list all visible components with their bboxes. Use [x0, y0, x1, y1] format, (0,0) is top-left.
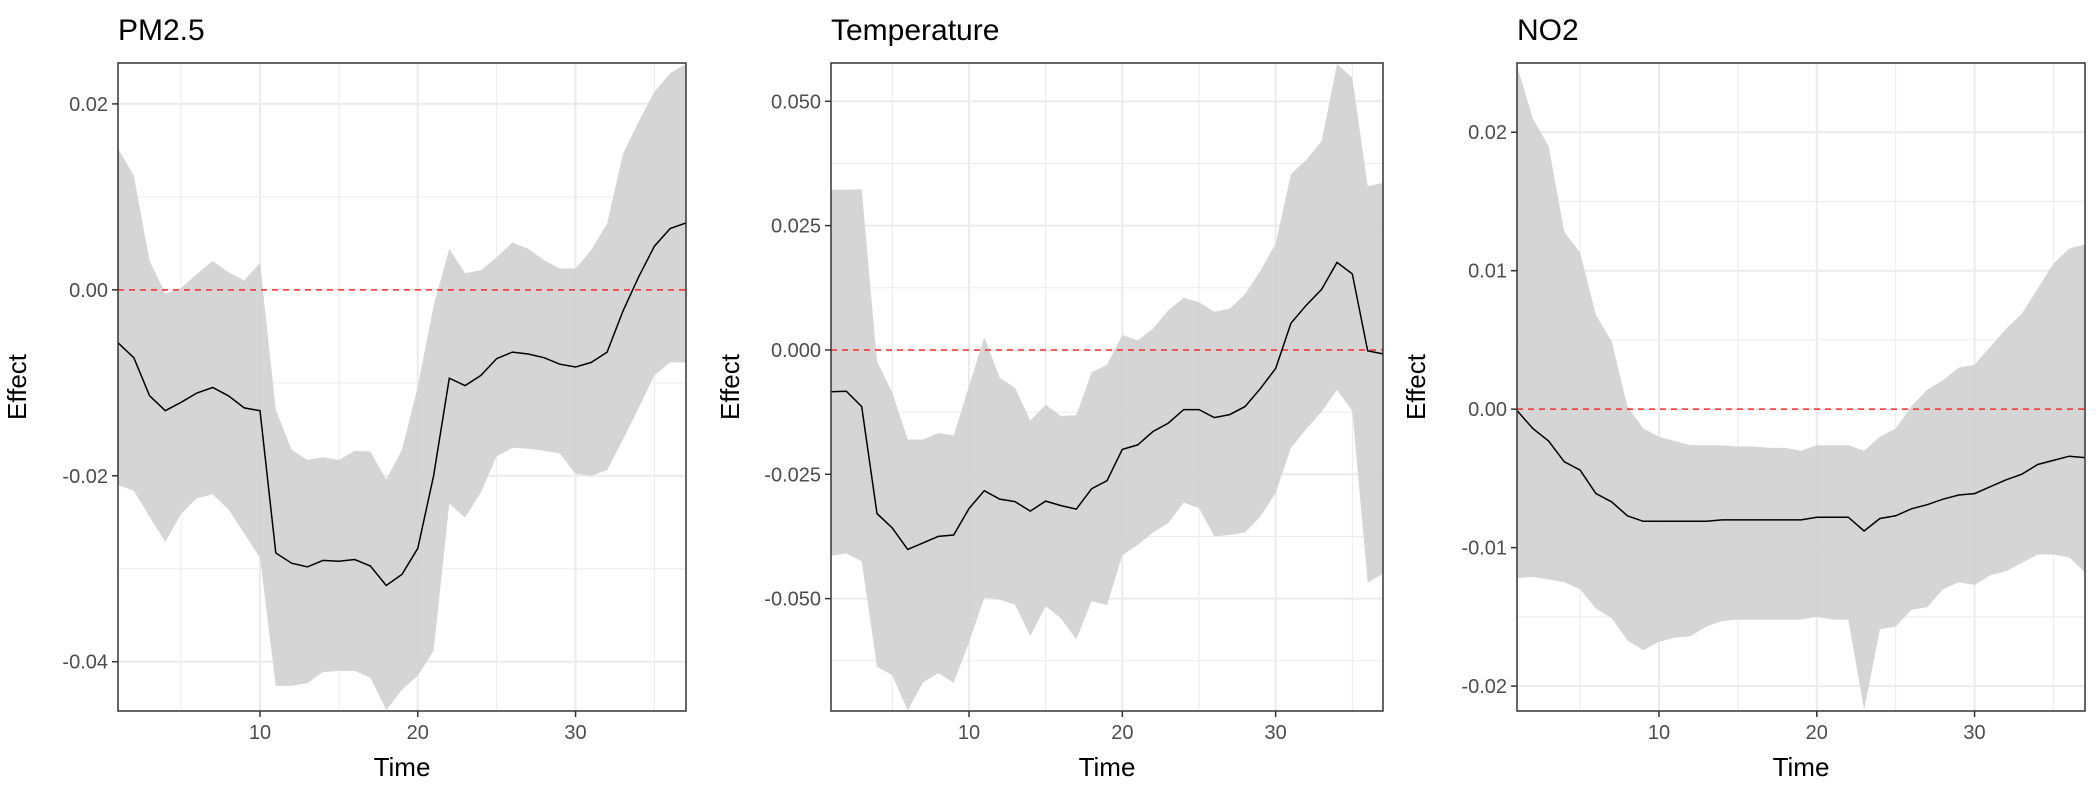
panel-border	[830, 62, 1384, 712]
y-tick-label: 0.00	[1468, 399, 1507, 421]
y-axis-label: Effect	[1401, 353, 1431, 420]
panel-border	[1516, 62, 2086, 712]
x-tick-label: 10	[1648, 722, 1670, 744]
y-tick-label: 0.050	[771, 91, 821, 113]
panel-border	[117, 62, 687, 712]
y-tick-label: 0.00	[69, 280, 108, 302]
panel-3: 10 20 30 -0.02 -0.01 0.00 0.01 0.02 NO2 Time Effec…	[1401, 14, 2086, 782]
x-tick-label: 20	[407, 722, 429, 744]
estimate-line	[117, 222, 687, 587]
x-tick-label: 10	[958, 722, 980, 744]
confidence-ribbon	[831, 64, 1383, 711]
y-tick-label: -0.04	[62, 652, 108, 674]
x-axis-label: Time	[1773, 752, 1830, 782]
y-tick-label: 0.02	[69, 94, 108, 116]
y-tick-label: 0.01	[1468, 261, 1507, 283]
x-tick-label: 30	[564, 722, 586, 744]
x-tick-label: 10	[249, 722, 271, 744]
y-tick-label: -0.02	[62, 466, 108, 488]
y-axis-label: Effect	[715, 353, 745, 420]
y-tick-label: 0.000	[771, 340, 821, 362]
panel-title: PM2.5	[118, 14, 205, 47]
x-tick-label: 30	[1265, 722, 1287, 744]
x-tick-label: 20	[1806, 722, 1828, 744]
y-tick-label: -0.02	[1461, 676, 1507, 698]
panel-1: 10 20 30 -0.04 -0.02 0.00 0.02 PM2.5 Time Effect	[2, 14, 687, 782]
estimate-line	[830, 261, 1384, 551]
x-tick-label: 20	[1111, 722, 1133, 744]
estimate-line	[1516, 410, 2086, 532]
x-axis-label: Time	[374, 752, 431, 782]
y-axis-label: Effect	[2, 353, 32, 420]
confidence-ribbon	[118, 63, 686, 711]
y-tick-label: -0.01	[1461, 538, 1507, 560]
panel-title: Temperature	[831, 14, 999, 47]
x-axis-label: Time	[1079, 752, 1136, 782]
y-tick-label: 0.025	[771, 216, 821, 238]
panel-title: NO2	[1517, 14, 1579, 47]
y-tick-label: 0.02	[1468, 122, 1507, 144]
y-tick-label: -0.025	[764, 464, 821, 486]
panel-2: 10 20 30 -0.050 -0.025 0.000 0.025 0.050 Tempera…	[715, 14, 1384, 782]
x-tick-label: 30	[1963, 722, 1985, 744]
y-tick-label: -0.050	[764, 589, 821, 611]
confidence-ribbon	[1517, 65, 2085, 710]
